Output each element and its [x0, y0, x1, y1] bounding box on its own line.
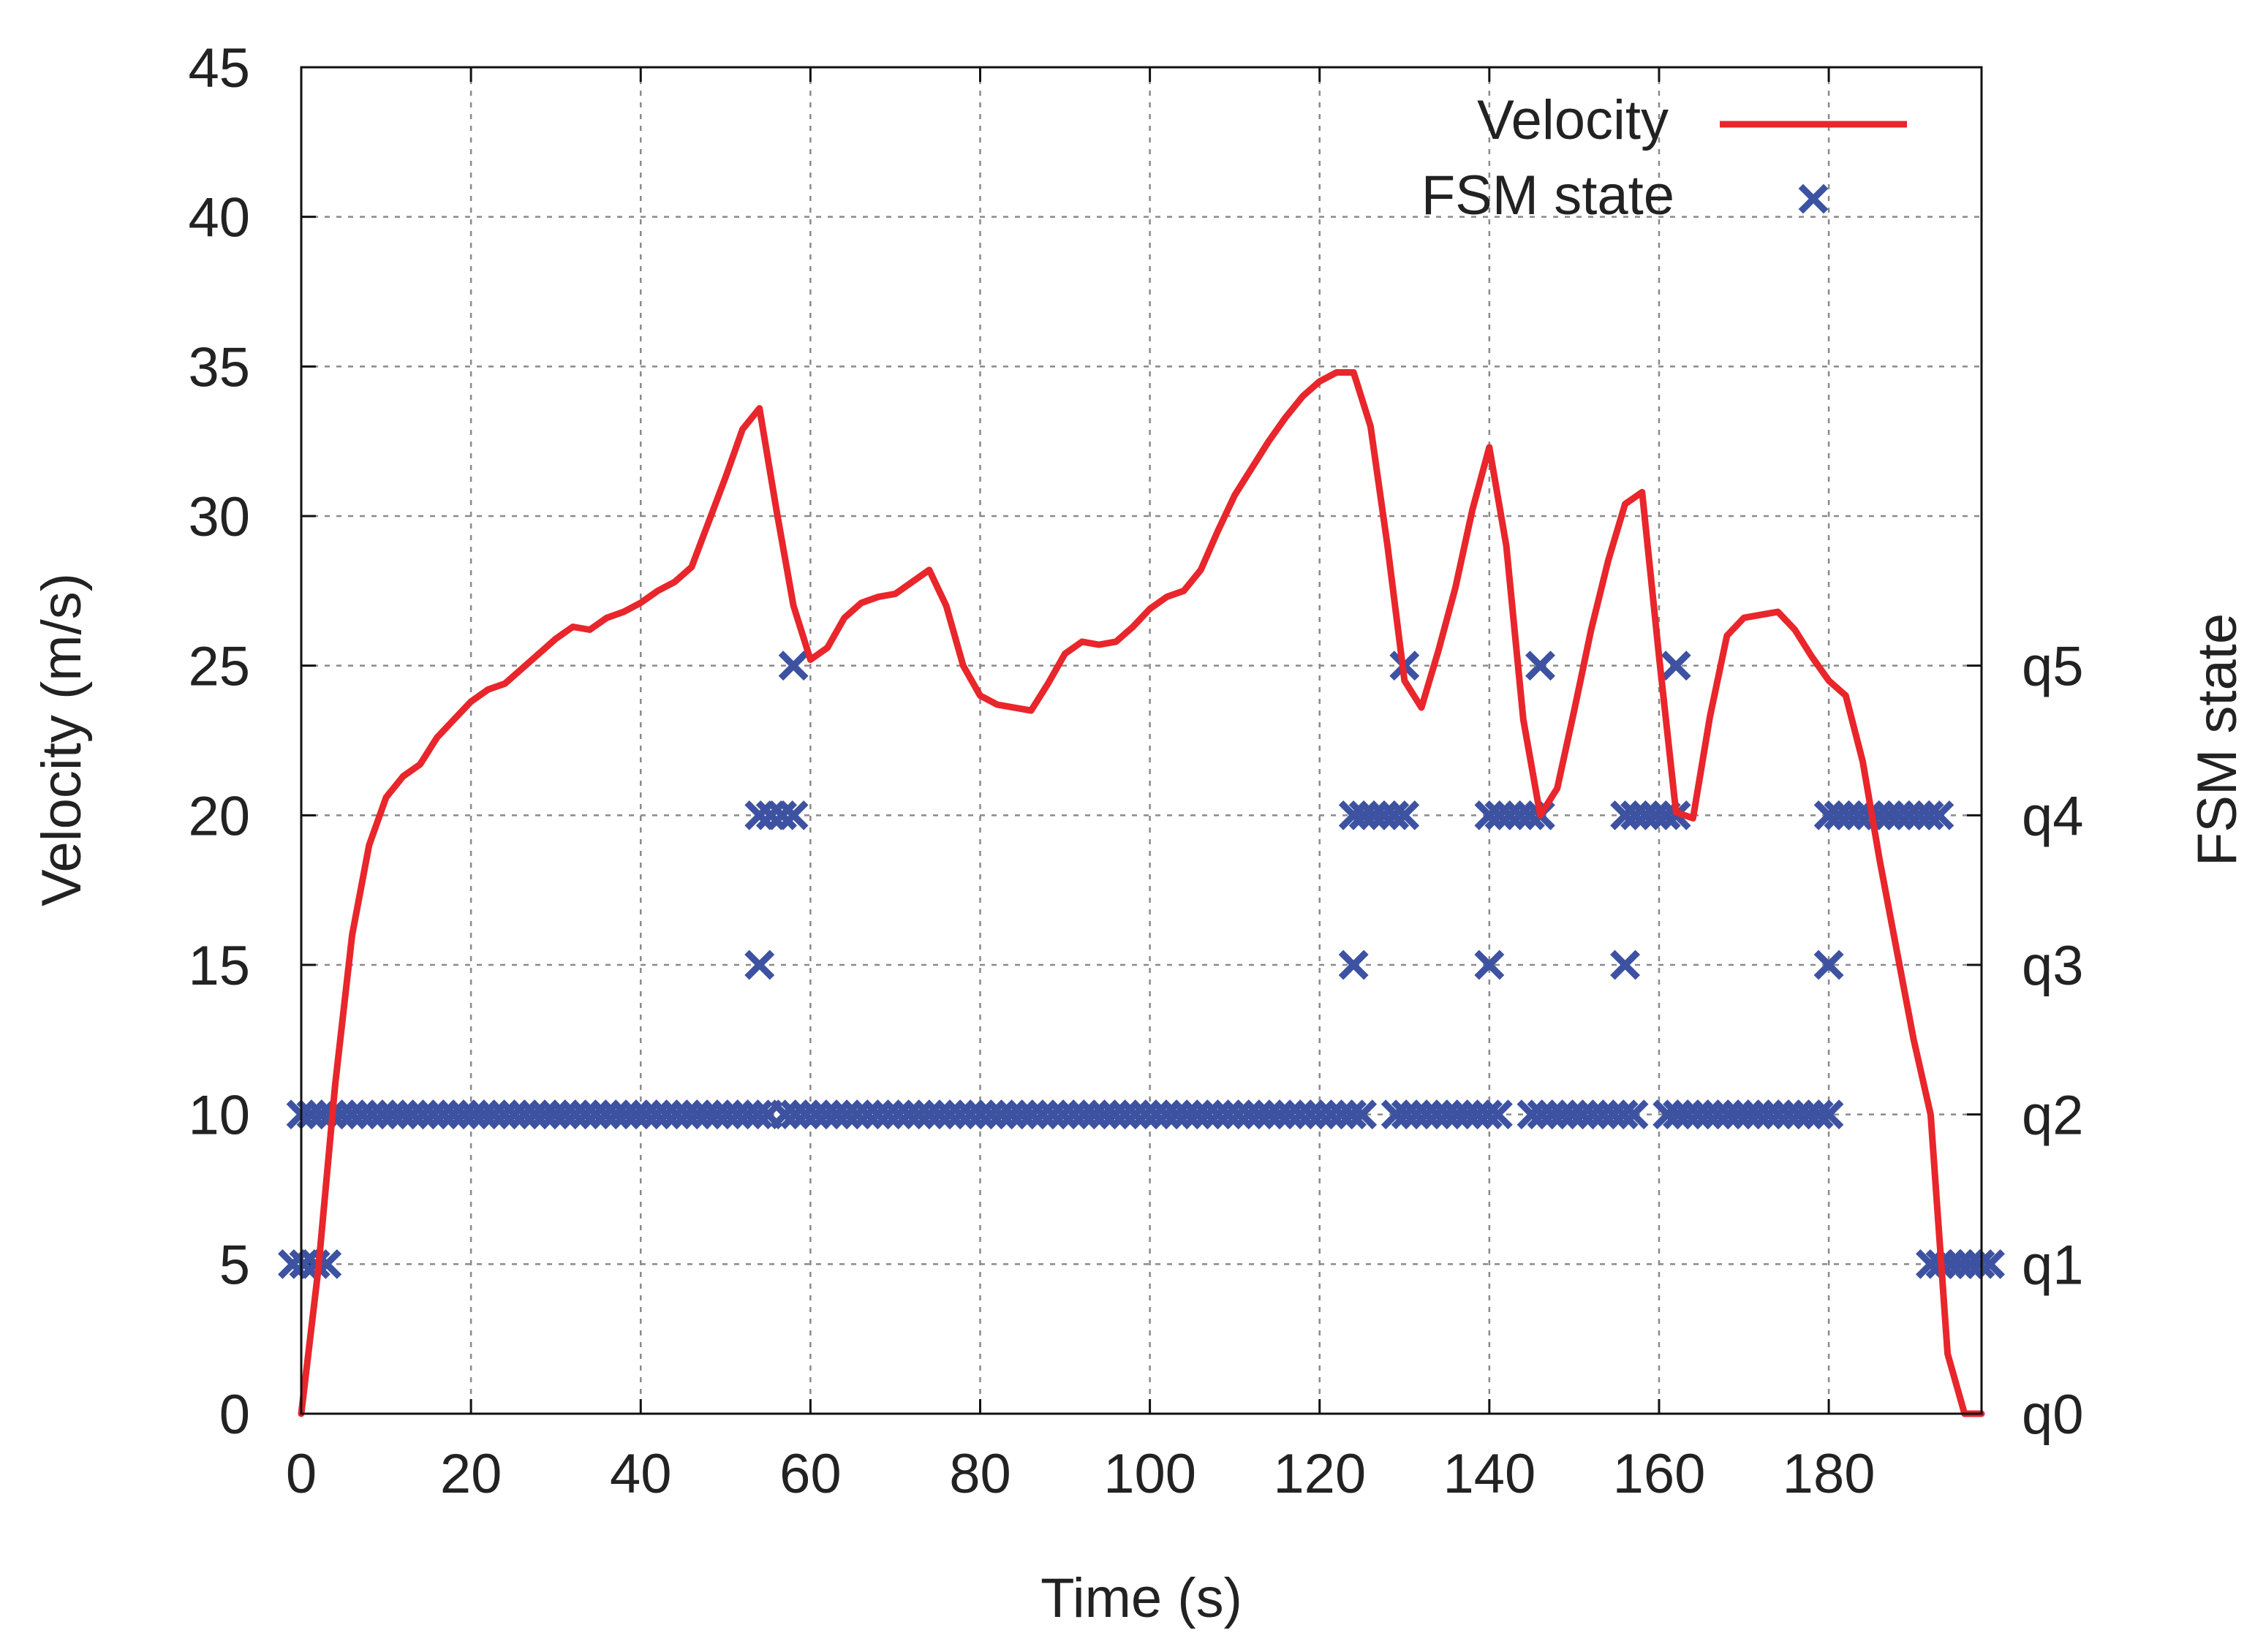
fsm-state-marker — [1474, 950, 1505, 980]
fsm-state-marker — [1924, 800, 1954, 830]
fsm-state-segment — [1610, 950, 1640, 980]
y2-tick-label: q2 — [2022, 1085, 2084, 1147]
fsm-state-marker — [1618, 1099, 1649, 1130]
fsm-state-marker — [1389, 800, 1420, 830]
y2-tick-label: q0 — [2022, 1384, 2084, 1446]
x-tick-label: 160 — [1613, 1443, 1706, 1505]
plot-frame — [300, 66, 1983, 1415]
fsm-state-segment — [770, 1099, 1378, 1130]
x-tick-label: 40 — [610, 1443, 672, 1505]
legend-label-fsm-state: FSM state — [1421, 164, 1674, 227]
axis-ticks — [300, 66, 1982, 1415]
y-tick-label: 5 — [219, 1234, 250, 1296]
fsm-state-segment — [1338, 950, 1369, 980]
y2-tick-label: q3 — [2022, 935, 2084, 997]
y-tick-label: 0 — [219, 1384, 250, 1446]
tick-labels: 0 20 40 60 80 100 120 140 160 180 0 5 10 15 20 25 30 35 40… — [188, 37, 2083, 1505]
fsm-state-marker — [1798, 183, 1829, 214]
fsm-state-segment — [1661, 651, 1691, 681]
x-tick-label: 140 — [1443, 1443, 1536, 1505]
x-tick-label: 80 — [949, 1443, 1011, 1505]
plot-series — [278, 369, 2005, 1417]
fsm-state-segment — [1610, 800, 1691, 830]
fsm-state-segment — [1813, 800, 1954, 830]
legend: Velocity FSM state — [1421, 89, 1907, 227]
fsm-state-marker — [1813, 950, 1844, 980]
fsm-state-segment — [1652, 1099, 1844, 1130]
grid — [301, 67, 1982, 1414]
fsm-state-marker — [778, 800, 809, 830]
fsm-state-marker — [744, 950, 775, 980]
fsm-state-segment — [1380, 1099, 1513, 1130]
fsm-state-segment — [1516, 1099, 1649, 1130]
x-tick-label: 180 — [1783, 1443, 1876, 1505]
y-tick-label: 45 — [188, 37, 250, 99]
y2-tick-label: q4 — [2022, 785, 2084, 847]
fsm-state-segment — [744, 800, 809, 830]
fsm-state-marker — [1347, 1099, 1378, 1130]
y-tick-label: 20 — [188, 785, 250, 847]
y2-axis-title: FSM state — [2186, 613, 2248, 866]
y-tick-label: 25 — [188, 636, 250, 698]
velocity-line — [298, 369, 1985, 1417]
y-tick-label: 40 — [188, 187, 250, 249]
y2-tick-label: q5 — [2022, 636, 2084, 698]
x-tick-label: 100 — [1103, 1443, 1196, 1505]
fsm-state-marker — [1483, 1099, 1513, 1130]
fsm-state-segment — [778, 651, 809, 681]
x-tick-label: 20 — [440, 1443, 502, 1505]
fsm-state-segment — [1474, 950, 1505, 980]
legend-label-velocity: Velocity — [1477, 89, 1669, 151]
fsm-state-marker — [1610, 950, 1640, 980]
fsm-state-segment — [1525, 651, 1555, 681]
y-tick-label: 30 — [188, 486, 250, 548]
y-tick-label: 35 — [188, 336, 250, 398]
fsm-state-segment — [1338, 800, 1420, 830]
y2-tick-label: q1 — [2022, 1234, 2084, 1296]
fsm-state-marker — [1525, 651, 1555, 681]
fsm-state-marker — [1813, 1099, 1844, 1130]
y-axis-title: Velocity (m/s) — [31, 573, 93, 906]
y-tick-label: 10 — [188, 1085, 250, 1147]
fsm-state-segment — [1813, 950, 1844, 980]
y-tick-label: 15 — [188, 935, 250, 997]
x-tick-label: 120 — [1273, 1443, 1366, 1505]
legend-fsm-marker-sample — [1798, 183, 1829, 214]
fsm-state-marker — [778, 651, 809, 681]
fsm-state-segment — [1915, 1249, 2005, 1279]
fsm-state-segment — [286, 1099, 783, 1130]
fsm-state-segment — [744, 950, 775, 980]
x-tick-label: 60 — [779, 1443, 842, 1505]
fsm-state-marker — [1661, 651, 1691, 681]
fsm-state-marker — [1338, 950, 1369, 980]
x-axis-title: Time (s) — [1040, 1567, 1242, 1629]
x-tick-label: 0 — [286, 1443, 317, 1505]
fsm-state-marker — [1975, 1249, 2005, 1279]
